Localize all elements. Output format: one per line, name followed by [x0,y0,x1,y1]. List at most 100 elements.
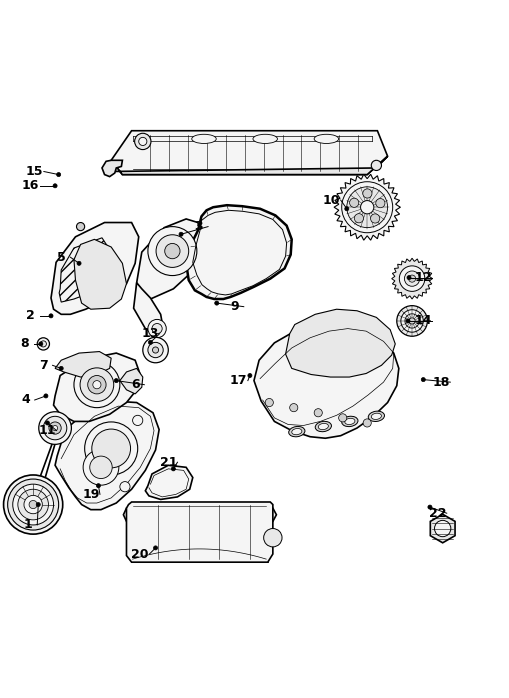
Circle shape [49,422,61,434]
Circle shape [427,505,431,509]
Circle shape [354,214,363,223]
Circle shape [43,416,67,440]
Circle shape [29,500,37,509]
Circle shape [152,347,158,353]
Ellipse shape [344,418,354,424]
Polygon shape [123,508,276,521]
Polygon shape [136,219,201,299]
Circle shape [56,172,61,177]
Circle shape [362,419,371,427]
Circle shape [265,399,273,407]
Text: 1: 1 [23,519,33,531]
Text: 5: 5 [56,251,66,264]
Circle shape [400,310,422,332]
Text: 18: 18 [432,376,449,389]
Polygon shape [126,502,272,562]
Text: 8: 8 [20,337,29,350]
Circle shape [90,456,112,479]
Circle shape [36,503,40,507]
Circle shape [143,337,168,363]
Text: 7: 7 [39,359,48,372]
Ellipse shape [371,413,381,419]
Circle shape [88,376,106,394]
Text: 4: 4 [21,394,30,406]
Circle shape [148,343,163,357]
Ellipse shape [341,416,357,426]
Polygon shape [102,161,122,177]
Circle shape [49,314,53,318]
Circle shape [341,181,392,232]
Circle shape [371,161,381,170]
Ellipse shape [291,429,301,435]
Circle shape [346,187,387,228]
Ellipse shape [191,134,216,144]
Circle shape [153,546,157,550]
Circle shape [405,319,409,323]
Ellipse shape [252,134,277,144]
Circle shape [8,479,59,530]
Text: 3: 3 [194,220,203,233]
Text: 2: 2 [26,309,35,322]
Circle shape [349,198,358,207]
Circle shape [338,414,346,422]
Text: 22: 22 [428,507,445,520]
Ellipse shape [288,426,304,437]
Circle shape [134,133,151,149]
Circle shape [138,138,147,145]
Text: 13: 13 [142,327,159,340]
Polygon shape [53,353,140,422]
Circle shape [406,276,410,280]
Circle shape [399,266,424,291]
Circle shape [408,318,414,324]
Text: 11: 11 [39,424,56,437]
Circle shape [404,314,418,328]
Circle shape [59,366,63,371]
Text: 10: 10 [322,193,340,207]
Polygon shape [59,238,109,302]
Circle shape [214,301,218,305]
Circle shape [408,275,415,282]
Text: 9: 9 [230,300,238,313]
Polygon shape [109,156,387,174]
Ellipse shape [318,424,328,430]
Circle shape [148,341,152,344]
Polygon shape [111,131,387,174]
Circle shape [53,184,57,188]
Circle shape [45,421,49,425]
Polygon shape [55,401,159,510]
Circle shape [434,521,450,537]
Text: 6: 6 [131,378,139,391]
Polygon shape [145,466,192,500]
Circle shape [362,189,371,198]
Polygon shape [55,352,111,377]
Polygon shape [253,323,398,438]
Ellipse shape [315,422,331,431]
Circle shape [375,198,384,208]
Circle shape [84,422,137,475]
Circle shape [247,373,251,378]
Text: 14: 14 [414,315,431,327]
Ellipse shape [367,411,384,422]
Circle shape [171,467,175,471]
Ellipse shape [314,134,338,144]
Circle shape [404,271,419,286]
Circle shape [132,415,143,426]
Circle shape [96,484,100,488]
Circle shape [18,489,48,520]
Circle shape [314,408,322,417]
Text: 16: 16 [22,179,39,193]
Circle shape [39,412,71,445]
Text: 20: 20 [131,547,149,560]
Circle shape [420,378,425,382]
Circle shape [152,323,162,334]
Circle shape [263,528,281,547]
Text: 19: 19 [82,488,99,501]
Circle shape [396,306,427,336]
Circle shape [52,426,58,431]
Circle shape [93,380,101,389]
Polygon shape [120,369,143,394]
Text: 12: 12 [414,271,431,284]
Circle shape [77,261,81,265]
Polygon shape [186,205,291,299]
Circle shape [156,235,188,267]
